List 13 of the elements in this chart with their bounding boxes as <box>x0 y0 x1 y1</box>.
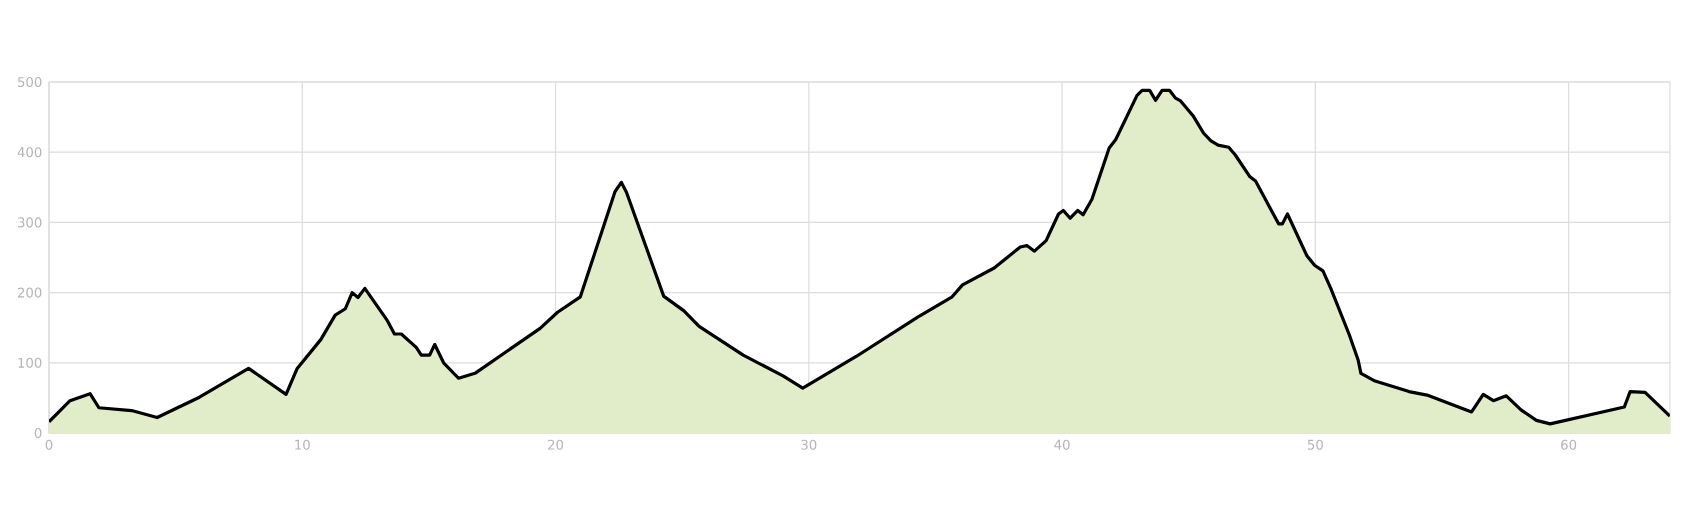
y-tick-label: 0 <box>34 427 42 439</box>
x-tick-label: 50 <box>1307 439 1323 450</box>
x-tick-label: 10 <box>295 439 310 450</box>
x-tick-label: 40 <box>1054 439 1070 450</box>
x-tick-label: 60 <box>1561 439 1577 450</box>
y-tick-label: 500 <box>17 76 42 88</box>
y-tick-label: 100 <box>18 357 42 368</box>
x-tick-label: 30 <box>801 439 817 450</box>
x-tick-label: 0 <box>45 439 53 450</box>
y-tick-label: 400 <box>17 147 42 158</box>
y-tick-label: 300 <box>17 217 42 228</box>
y-tick-label: 200 <box>17 287 42 298</box>
x-tick-label: 20 <box>548 439 564 450</box>
